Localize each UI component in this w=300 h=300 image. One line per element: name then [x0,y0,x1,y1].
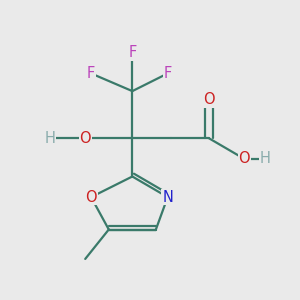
Text: F: F [164,66,172,81]
Text: H: H [260,151,270,166]
Text: O: O [85,190,97,205]
Text: O: O [238,151,250,166]
Text: O: O [203,92,215,107]
Text: N: N [162,190,173,205]
Text: F: F [87,66,95,81]
Text: H: H [44,131,55,146]
Text: F: F [128,45,136,60]
Text: O: O [80,131,91,146]
